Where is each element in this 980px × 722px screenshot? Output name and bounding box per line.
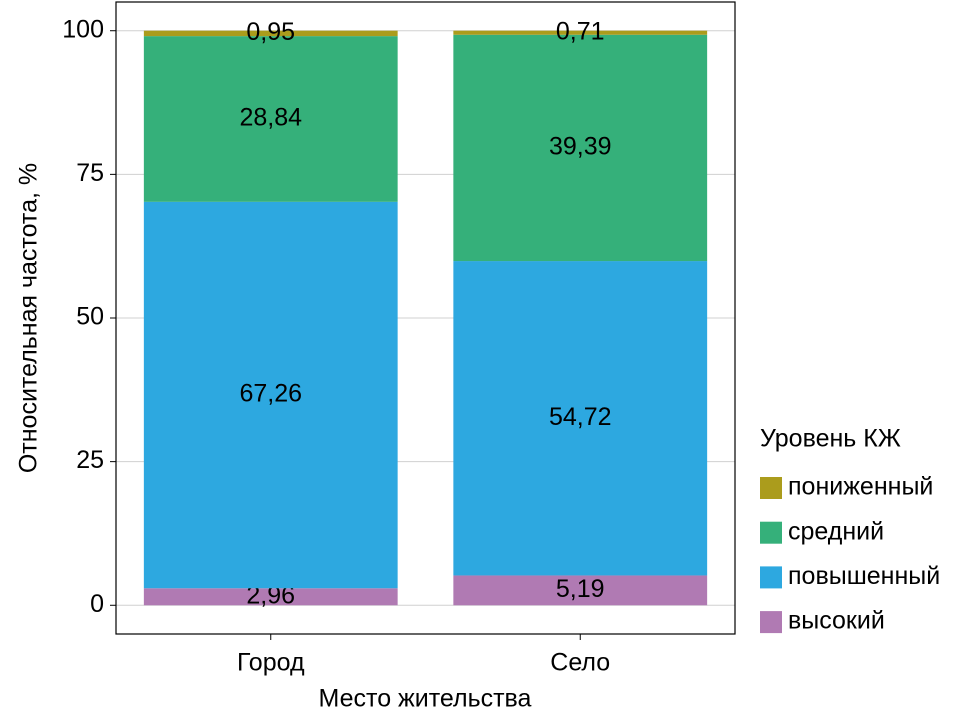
legend-label: пониженный — [788, 473, 933, 501]
plot-border — [115, 1, 736, 635]
legend-label: повышенный — [788, 562, 940, 590]
bar-segment — [453, 30, 708, 35]
value-label: 0,95 — [246, 18, 295, 46]
bar-segment — [143, 588, 398, 606]
value-label: 39,39 — [549, 133, 612, 161]
y-tick-label: 25 — [76, 446, 104, 474]
value-label: 67,26 — [239, 380, 302, 408]
legend-label: высокий — [788, 607, 885, 635]
legend-swatch — [760, 477, 782, 499]
legend-title: Уровень КЖ — [760, 425, 901, 453]
y-tick-label: 75 — [76, 159, 104, 187]
y-tick-label: 50 — [76, 303, 104, 331]
legend-label: средний — [788, 517, 884, 545]
legend-swatch — [760, 611, 782, 634]
y-tick-label: 0 — [90, 590, 104, 618]
value-label: 5,19 — [556, 575, 605, 603]
y-axis-title: Относительная частота, % — [15, 163, 43, 473]
bar-segment — [453, 575, 708, 606]
legend-swatch — [760, 521, 782, 544]
x-axis-title: Место жительства — [319, 685, 532, 713]
bar-segment — [453, 261, 708, 576]
x-tick-label: Город — [237, 649, 305, 677]
bar-segment — [143, 201, 398, 589]
bar-segment — [143, 30, 398, 37]
value-label: 0,71 — [556, 17, 605, 45]
value-label: 54,72 — [549, 403, 612, 431]
legend-swatch — [760, 566, 782, 589]
bar-segment — [143, 36, 398, 202]
x-tick-label: Село — [550, 649, 610, 677]
value-label: 28,84 — [239, 104, 302, 132]
bar-segment — [453, 34, 708, 262]
y-tick-label: 100 — [62, 15, 104, 43]
